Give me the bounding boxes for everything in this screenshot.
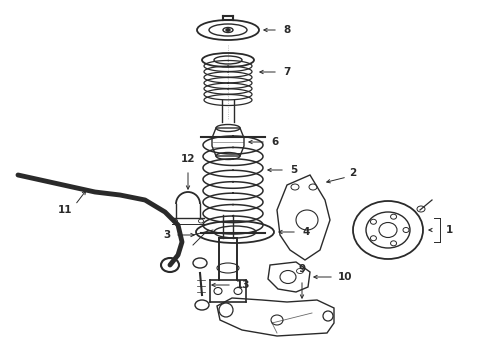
Text: 2: 2 (349, 168, 356, 178)
Text: 8: 8 (283, 25, 290, 35)
Text: 13: 13 (236, 280, 250, 290)
Text: 7: 7 (283, 67, 291, 77)
Text: 9: 9 (298, 264, 306, 274)
Text: 4: 4 (302, 227, 309, 237)
Text: 11: 11 (57, 205, 72, 215)
Ellipse shape (226, 29, 230, 31)
Text: 12: 12 (181, 154, 195, 164)
Text: 5: 5 (290, 165, 297, 175)
Text: 6: 6 (271, 137, 278, 147)
Text: 1: 1 (446, 225, 453, 235)
Text: 10: 10 (338, 272, 352, 282)
Text: 3: 3 (164, 230, 171, 240)
